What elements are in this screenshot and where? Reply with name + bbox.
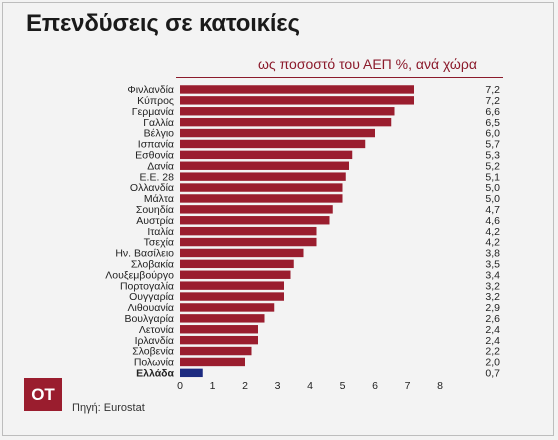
value-label: 3,8 bbox=[485, 248, 500, 260]
value-label: 6,6 bbox=[485, 106, 500, 118]
category-label: Σουηδία bbox=[136, 204, 174, 216]
category-label: Μάλτα bbox=[144, 193, 174, 205]
value-label: 5,0 bbox=[485, 182, 500, 194]
value-label: 6,0 bbox=[485, 128, 500, 140]
category-label: Πορτογαλία bbox=[120, 280, 174, 292]
value-label: 5,2 bbox=[485, 160, 500, 172]
category-label: Σλοβακία bbox=[131, 258, 174, 270]
x-tick-label: 4 bbox=[307, 380, 313, 392]
value-label: 2,2 bbox=[485, 346, 500, 358]
x-tick-label: 0 bbox=[177, 380, 183, 392]
value-label: 4,2 bbox=[485, 226, 500, 238]
category-label: Γαλλία bbox=[143, 117, 174, 129]
category-label: Φινλανδία bbox=[127, 84, 174, 96]
bar bbox=[180, 303, 275, 312]
value-label: 5,3 bbox=[485, 149, 500, 161]
bar bbox=[180, 107, 395, 116]
category-label: Ολλανδία bbox=[130, 182, 174, 194]
category-label: Βέλγιο bbox=[144, 128, 175, 140]
bar bbox=[180, 325, 258, 334]
chart-subtitle: ως ποσοστό του ΑΕΠ %, ανά χώρα bbox=[258, 56, 477, 72]
bar bbox=[180, 194, 343, 203]
bar bbox=[180, 85, 414, 94]
bar bbox=[180, 346, 252, 356]
value-label: 4,2 bbox=[485, 237, 500, 249]
bar bbox=[180, 248, 304, 258]
value-label: 7,2 bbox=[485, 84, 500, 96]
category-label: Ην. Βασίλειο bbox=[115, 248, 174, 260]
bar bbox=[180, 357, 245, 367]
bar bbox=[180, 368, 203, 378]
value-label: 3,5 bbox=[485, 258, 500, 270]
subtitle-underline bbox=[176, 77, 503, 78]
bar bbox=[180, 150, 353, 160]
category-label: Ουγγαρία bbox=[129, 291, 174, 303]
bar bbox=[180, 226, 317, 236]
bar bbox=[180, 128, 375, 138]
category-label: Λετονία bbox=[139, 324, 174, 336]
value-label: 2,4 bbox=[485, 324, 500, 336]
bar bbox=[180, 270, 291, 279]
category-label: Ε.Ε. 28 bbox=[140, 171, 175, 183]
value-label: 3,2 bbox=[485, 280, 500, 292]
bar bbox=[180, 117, 392, 127]
value-label: 2,0 bbox=[485, 357, 500, 369]
value-label: 4,6 bbox=[485, 215, 500, 227]
value-label: 5,7 bbox=[485, 139, 500, 151]
category-label: Λιθουανία bbox=[128, 302, 175, 314]
value-label: 3,2 bbox=[485, 291, 500, 303]
x-tick-label: 1 bbox=[210, 380, 216, 392]
category-label: Ισπανία bbox=[138, 139, 174, 151]
category-label: Εσθονία bbox=[135, 149, 174, 161]
category-label: Λουξεμβούργο bbox=[105, 269, 174, 281]
bar bbox=[180, 237, 317, 247]
x-tick-label: 6 bbox=[372, 380, 378, 392]
category-label: Δανία bbox=[147, 160, 174, 172]
bar bbox=[180, 281, 284, 290]
bar bbox=[180, 292, 284, 301]
x-tick-label: 7 bbox=[405, 380, 411, 392]
category-label: Κύπρος bbox=[137, 95, 174, 107]
bar bbox=[180, 161, 349, 170]
category-label: Γερμανία bbox=[132, 106, 174, 118]
value-label: 2,6 bbox=[485, 313, 500, 325]
category-label: Ιταλία bbox=[147, 226, 174, 238]
ot-logo: ΟΤ bbox=[24, 378, 62, 411]
bar bbox=[180, 314, 265, 323]
x-tick-label: 2 bbox=[242, 380, 248, 392]
value-label: 4,7 bbox=[485, 204, 500, 216]
category-label: Ιρλανδία bbox=[135, 335, 174, 347]
value-label: 2,9 bbox=[485, 302, 500, 314]
source-note: Πηγή: Eurostat bbox=[72, 402, 145, 414]
value-label: 7,2 bbox=[485, 95, 500, 107]
bar bbox=[180, 216, 330, 225]
value-label: 2,4 bbox=[485, 335, 500, 347]
bar bbox=[180, 183, 343, 192]
bar bbox=[180, 335, 258, 345]
category-label: Τσεχία bbox=[144, 237, 174, 249]
bar bbox=[180, 139, 366, 149]
bar bbox=[180, 259, 294, 269]
value-label: 5,0 bbox=[485, 193, 500, 205]
value-label: 0,7 bbox=[485, 367, 500, 379]
category-label: Σλοβενία bbox=[132, 346, 174, 358]
x-tick-label: 8 bbox=[437, 380, 443, 392]
bar bbox=[180, 172, 346, 181]
chart-title: Επενδύσεις σε κατοικίες bbox=[26, 10, 300, 37]
bar bbox=[180, 205, 333, 214]
x-tick-label: 3 bbox=[275, 380, 281, 392]
value-label: 5,1 bbox=[485, 171, 500, 183]
category-label: Πολωνία bbox=[134, 357, 174, 369]
value-label: 6,5 bbox=[485, 117, 500, 129]
bar bbox=[180, 96, 414, 105]
category-label: Ελλάδα bbox=[136, 367, 174, 379]
x-tick-label: 5 bbox=[340, 380, 346, 392]
category-label: Βουλγαρία bbox=[124, 313, 174, 325]
value-label: 3,4 bbox=[485, 269, 500, 281]
category-label: Αυστρία bbox=[136, 215, 174, 227]
